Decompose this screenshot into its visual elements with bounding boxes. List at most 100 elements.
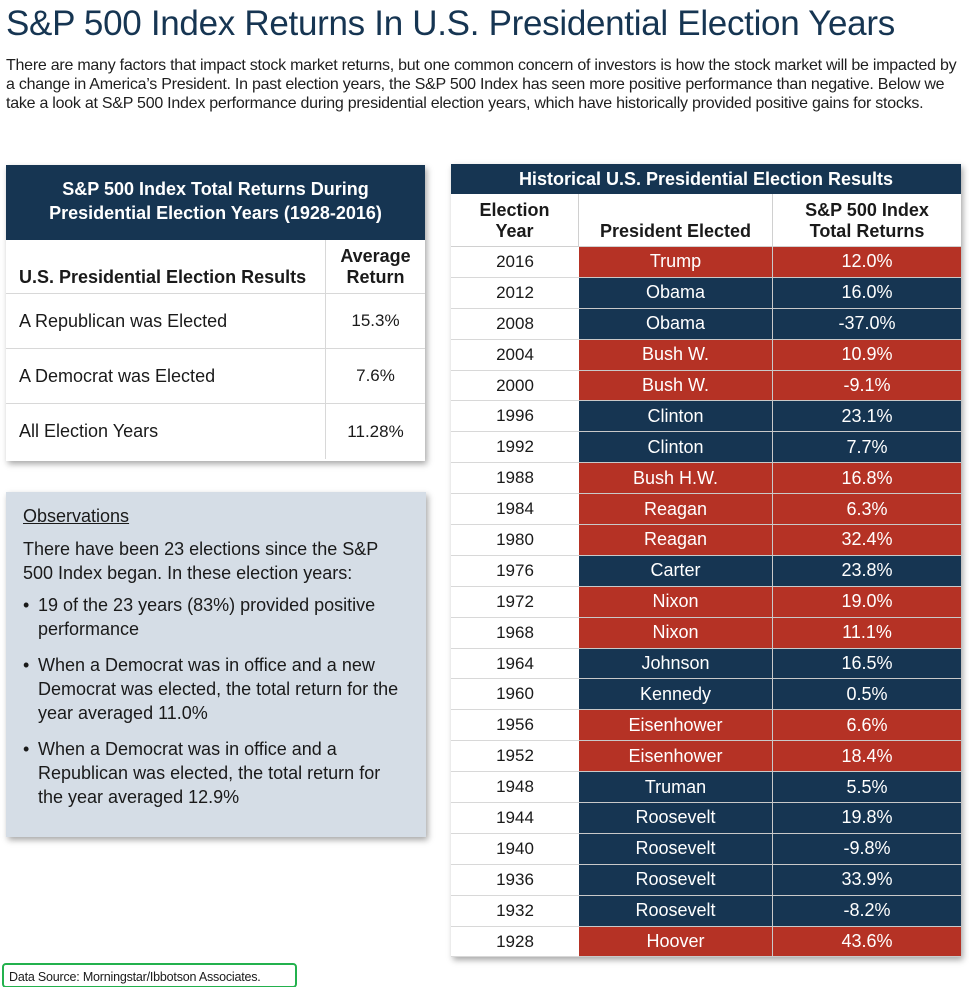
summary-row-label: All Election Years [6,404,326,459]
summary-row-label: A Republican was Elected [6,294,326,348]
election-year-cell: 1972 [451,587,579,618]
president-cell: Bush W. [579,339,773,371]
total-return-cell: 16.0% [773,277,961,309]
total-return-cell: 12.0% [773,247,961,278]
president-cell: Nixon [579,617,773,649]
president-cell: Obama [579,277,773,309]
election-year-cell: 1960 [451,679,579,711]
table-row: 1964 Johnson 16.5% [451,648,961,680]
table-row: 1944 Roosevelt 19.8% [451,803,961,834]
summary-row-all-years: All Election Years 11.28% [6,404,425,459]
observations-title: Observations [23,506,130,526]
president-cell: Roosevelt [579,895,773,927]
observation-text: When a Democrat was in office and a new … [38,655,399,723]
election-year-cell: 1952 [451,741,579,773]
table-row: 2012 Obama 16.0% [451,277,961,309]
table-row: 1976 Carter 23.8% [451,555,961,587]
total-return-cell: 16.8% [773,463,961,495]
election-year-cell: 2016 [451,247,579,278]
data-source-note: Data Source: Morningstar/Ibbotson Associ… [2,963,297,987]
total-return-cell: -9.1% [773,370,961,402]
bullet-icon: • [23,595,30,615]
page-title: S&P 500 Index Returns In U.S. Presidenti… [6,4,895,43]
table-row: 1936 Roosevelt 33.9% [451,864,961,896]
summary-col-results-header: U.S. Presidential Election Results [6,240,326,293]
summary-row-value: 7.6% [356,366,395,385]
observations-list: • 19 of the 23 years (83%) provided posit… [23,593,408,809]
summary-row-democrat: A Democrat was Elected 7.6% [6,349,425,404]
total-return-cell: 10.9% [773,339,961,371]
table-row: 1928 Hoover 43.6% [451,926,961,958]
history-table-title: Historical U.S. Presidential Election Re… [451,164,961,194]
election-year-cell: 1992 [451,432,579,464]
president-cell: Roosevelt [579,833,773,865]
col-header-return: S&P 500 Index Total Returns [773,194,961,246]
election-year-cell: 1932 [451,896,579,927]
election-year-cell: 1980 [451,525,579,556]
col-header-year-line2: Year [495,221,534,241]
president-cell: Roosevelt [579,864,773,896]
president-cell: Roosevelt [579,803,773,834]
table-row: 1988 Bush H.W. 16.8% [451,463,961,495]
col-header-year: Election Year [451,194,579,246]
president-cell: Truman [579,772,773,804]
election-year-cell: 1996 [451,401,579,433]
total-return-cell: 11.1% [773,617,961,649]
president-cell: Eisenhower [579,741,773,773]
observation-item: • 19 of the 23 years (83%) provided posit… [23,593,408,641]
president-cell: Trump [579,247,773,278]
table-row: 2004 Bush W. 10.9% [451,339,961,371]
table-row: 1960 Kennedy 0.5% [451,679,961,711]
observation-text: When a Democrat was in office and a Repu… [38,739,381,807]
table-row: 2000 Bush W. -9.1% [451,370,961,402]
president-cell: Bush H.W. [579,463,773,495]
election-year-cell: 1988 [451,463,579,495]
summary-col-return-header-line1: Average [340,245,411,266]
election-year-cell: 2004 [451,340,579,371]
president-cell: Reagan [579,494,773,526]
summary-title-line1: S&P 500 Index Total Returns During [62,179,369,199]
total-return-cell: -9.8% [773,833,961,865]
election-year-cell: 1928 [451,927,579,958]
summary-col-return-header: Average Return [326,240,425,293]
table-row: 1952 Eisenhower 18.4% [451,741,961,773]
president-cell: Clinton [579,432,773,464]
observation-text: 19 of the 23 years (83%) provided positi… [38,595,376,639]
election-year-cell: 2000 [451,371,579,402]
election-year-cell: 1956 [451,710,579,742]
president-cell: Nixon [579,586,773,618]
observation-item: • When a Democrat was in office and a new… [23,653,408,725]
total-return-cell: -8.2% [773,895,961,927]
observations-lead: There have been 23 elections since the S… [23,539,378,583]
col-header-year-line1: Election [479,200,550,220]
summary-col-return-header-line2: Return [346,266,405,287]
total-return-cell: 5.5% [773,772,961,804]
total-return-cell: 6.3% [773,494,961,526]
total-return-cell: 23.8% [773,555,961,587]
table-row: 1980 Reagan 32.4% [451,525,961,556]
table-row: 1992 Clinton 7.7% [451,432,961,464]
history-header-row: Election Year President Elected S&P 500 … [451,194,961,247]
president-cell: Reagan [579,525,773,556]
table-row: 1968 Nixon 11.1% [451,617,961,649]
election-year-cell: 1944 [451,803,579,834]
election-year-cell: 1968 [451,618,579,649]
summary-row-republican: A Republican was Elected 15.3% [6,294,425,349]
table-row: 1996 Clinton 23.1% [451,401,961,433]
bullet-icon: • [23,739,30,759]
total-return-cell: 16.5% [773,648,961,680]
election-year-cell: 1964 [451,649,579,680]
col-header-president: President Elected [579,194,773,246]
summary-row-value: 15.3% [351,311,400,330]
president-cell: Carter [579,555,773,587]
total-return-cell: 0.5% [773,679,961,711]
president-cell: Obama [579,308,773,340]
table-row: 1972 Nixon 19.0% [451,586,961,618]
election-year-cell: 1984 [451,494,579,526]
observations-box: Observations There have been 23 election… [6,492,426,837]
summary-row-label: A Democrat was Elected [6,349,326,403]
total-return-cell: 23.1% [773,401,961,433]
col-header-return-line1: S&P 500 Index [805,200,929,220]
election-year-cell: 1976 [451,556,579,587]
summary-table: S&P 500 Index Total Returns During Presi… [6,165,425,461]
